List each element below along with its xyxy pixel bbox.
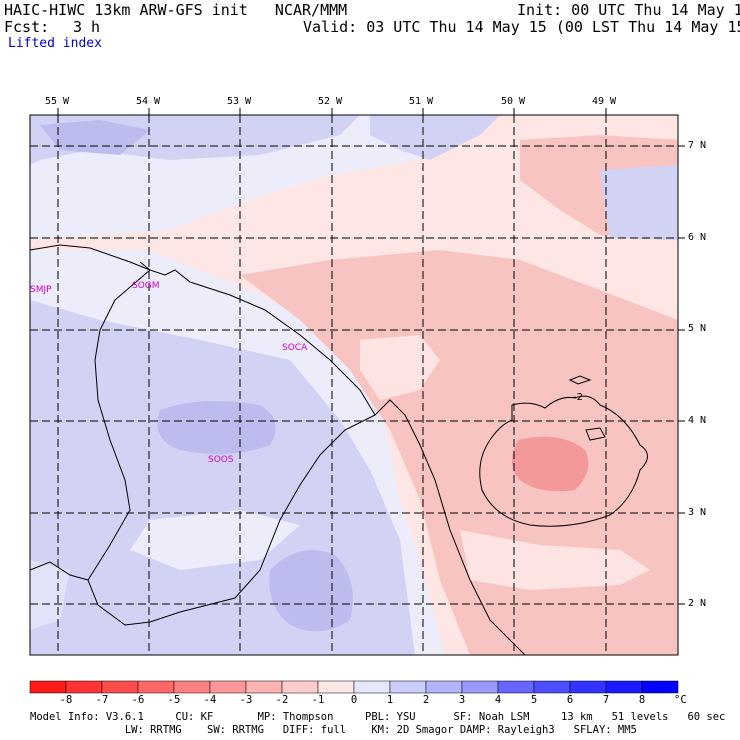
colorbar-swatch [281,680,319,694]
station-label: SOOS [208,455,234,465]
lon-label: 50 W [501,96,526,107]
colorbar-tick-label: 0 [350,694,358,706]
lat-label: 6 N [688,232,707,243]
colorbar-swatch [569,680,607,694]
colorbar-swatch [389,680,427,694]
lat-label: 3 N [688,507,707,518]
forecast-hour: 3 h [73,18,101,36]
colorbar-swatch [317,680,355,694]
colorbar-tick-label: 2 [422,694,430,706]
colorbar-swatch [29,680,67,694]
colorbar-swatch [425,680,463,694]
colorbar-swatch [461,680,499,694]
coastline [29,244,526,656]
ticks [57,108,685,605]
coastlines [29,244,526,656]
lat-label: 5 N [688,323,707,334]
colorbar-swatch [353,680,391,694]
model-info-line2: LW: RRTMG SW: RRTMG DIFF: full KM: 2D Sm… [30,724,637,736]
colorbar-tick-label: 5 [530,694,538,706]
field-neg3-core [511,436,589,492]
colorbar-tick-label: 3 [458,694,466,706]
filled-contours [30,115,678,655]
colorbar-tick-label: 6 [566,694,574,706]
colorbar-tick-label: -4 [203,694,217,706]
colorbar-swatch [245,680,283,694]
colorbar-tick-label: -8 [59,694,73,706]
field-neg1-pocket [360,335,440,400]
field-name: Lifted index [8,36,102,51]
colorbar-tick-label: -2 [275,694,289,706]
colorbar-swatch [209,680,247,694]
contour-line [568,375,592,385]
graticule [30,115,678,655]
field-pos1-patch [130,510,300,570]
colorbar-tick-label: -1 [311,694,325,706]
field-pos3-soos-blob [157,401,276,454]
lat-label: 2 N [688,598,707,609]
colorbar-tick-label: -3 [239,694,253,706]
colorbar-tick-label: -7 [95,694,109,706]
lon-label: 53 W [227,96,252,107]
contour-label: -2 [573,392,583,403]
station-label: SOGM [132,281,160,291]
valid-time: Valid: 03 UTC Thu 14 May 15 (00 LST Thu … [303,18,740,36]
colorbar-tick-label: 8 [638,694,646,706]
lon-label: 54 W [136,96,161,107]
station-label: SOCA [282,343,308,353]
field-neg1-south-band [460,530,650,590]
plot-title: HAIC-HIWC 13km ARW-GFS init NCAR/MMM [4,1,348,19]
colorbar-swatch [137,680,175,694]
colorbar-swatch [101,680,139,694]
colorbar-swatch [605,680,643,694]
lon-label: 49 W [592,96,617,107]
forecast-label: Fcst: [4,18,50,36]
station-label: SMJP [30,285,52,295]
border [139,261,151,271]
colorbar-tick-label: 1 [386,694,394,706]
field-pos2-sw-edge [30,560,70,630]
border [87,269,376,626]
map-frame [29,114,679,656]
lon-label: 51 W [409,96,434,107]
colorbar-tick-label: 4 [494,694,502,706]
colorbar-tick-label: -6 [131,694,145,706]
border [29,561,89,581]
colorbar-swatch [533,680,571,694]
lon-label: 52 W [318,96,343,107]
colorbar-swatch [641,680,679,694]
lon-label: 55 W [45,96,70,107]
field-pos2-top-right [370,115,500,160]
init-time: Init: 00 UTC Thu 14 May 15 [517,1,740,19]
lat-label: 7 N [688,140,707,151]
model-info-line1: Model Info: V3.6.1 CU: KF MP: Thompson P… [30,711,726,723]
colorbar-tick-label: -5 [167,694,181,706]
contour-line [479,395,648,527]
colorbar-unit: °C [674,694,687,706]
field-pos2-ne-corner [600,165,678,240]
contour-line [585,427,606,441]
colorbar-swatch [497,680,535,694]
colorbar-swatch [65,680,103,694]
colorbar [29,680,679,694]
lat-label: 4 N [688,415,707,426]
colorbar-tick-label: 7 [602,694,610,706]
colorbar-swatch [173,680,211,694]
